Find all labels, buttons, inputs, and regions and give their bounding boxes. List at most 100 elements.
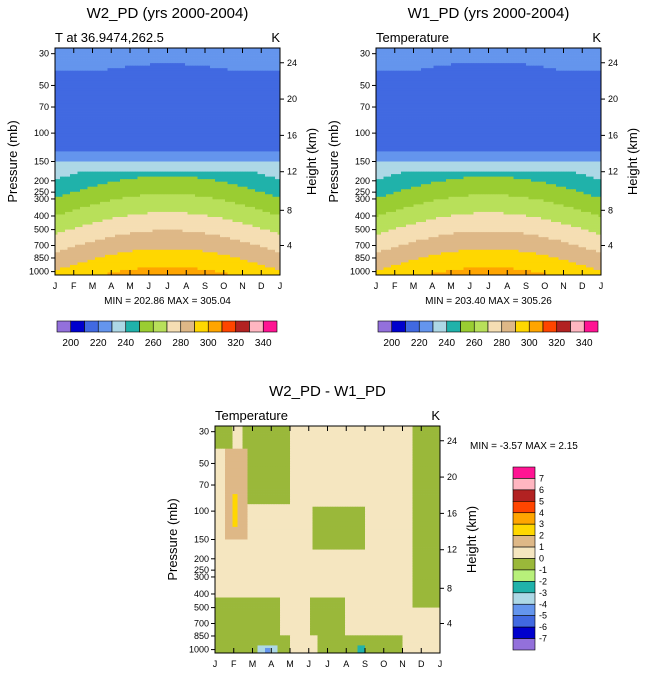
w2-field-cell (125, 51, 128, 54)
w2-field-cell (218, 78, 221, 81)
w2-field-cell (245, 162, 248, 165)
w2-field-cell (250, 88, 253, 91)
w2-field-cell (108, 172, 111, 175)
w2-field-cell (163, 129, 166, 132)
w2-field-cell (253, 71, 256, 74)
w2-field-cell (260, 174, 263, 177)
w2-field-cell (248, 83, 251, 86)
w2-field-cell (225, 81, 228, 84)
w2-field-cell (165, 187, 168, 190)
w2-field-cell (105, 81, 108, 84)
w2-field-cell (228, 114, 231, 117)
w2-field-cell (75, 109, 78, 112)
w2-field-cell (173, 83, 176, 86)
w2-field-cell (258, 162, 261, 165)
w2-field-cell (195, 119, 198, 122)
w2-field-cell (118, 141, 121, 144)
w2-field-cell (238, 116, 241, 119)
w2-field-cell (130, 169, 133, 172)
w2-field-cell (218, 81, 221, 84)
w2-field-cell (208, 91, 211, 94)
w2-field-cell (243, 101, 246, 104)
w2-field-cell (63, 134, 66, 137)
w2-field-cell (218, 139, 221, 142)
w2-field-cell (98, 109, 101, 112)
w2-field-cell (85, 169, 88, 172)
w2-field-cell (65, 162, 68, 165)
w2-field-cell (238, 136, 241, 139)
w2-field-cell (215, 93, 218, 96)
w2-field-cell (163, 73, 166, 76)
w2-field-cell (85, 159, 88, 162)
w2-field-cell (135, 124, 138, 127)
w2-field-cell (120, 109, 123, 112)
w2-field-cell (210, 51, 213, 54)
w2-field-cell (273, 134, 276, 137)
w2-field-cell (268, 106, 271, 109)
w2-field-cell (105, 114, 108, 117)
w2-field-cell (138, 174, 141, 177)
w2-field-cell (110, 101, 113, 104)
w2-field-cell (213, 162, 216, 165)
w2-field-cell (210, 154, 213, 157)
w2-field-cell (73, 56, 76, 59)
w2-field-cell (175, 68, 178, 71)
w2-field-cell (193, 93, 196, 96)
w2-field-cell (63, 51, 66, 54)
w2-field-cell (103, 76, 106, 79)
w2-field-cell (148, 101, 151, 104)
w2-field-cell (103, 141, 106, 144)
w2-field-cell (208, 156, 211, 159)
w2-field-cell (73, 159, 76, 162)
w2-field-cell (193, 172, 196, 175)
w2-field-cell (203, 68, 206, 71)
w2-field-cell (238, 156, 241, 159)
w2-field-cell (105, 63, 108, 66)
w2-field-cell (58, 98, 61, 101)
w2-field-cell (265, 111, 268, 114)
w2-field-cell (80, 172, 83, 175)
w2-field-cell (140, 179, 143, 182)
w2-field-cell (270, 141, 273, 144)
w2-field-cell (243, 83, 246, 86)
w2-field-cell (275, 53, 278, 56)
w2-field-cell (185, 151, 188, 154)
w2-field-cell (235, 179, 238, 182)
w2-field-cell (250, 73, 253, 76)
w2-field-cell (190, 119, 193, 122)
w2-field-cell (118, 101, 121, 104)
w2-field-cell (83, 81, 86, 84)
w2-field-cell (138, 98, 141, 101)
w2-field-cell (140, 124, 143, 127)
w2-field-cell (135, 139, 138, 142)
w2-field-cell (240, 156, 243, 159)
w2-field-cell (118, 76, 121, 79)
w2-field-cell (240, 164, 243, 167)
w2-field-cell (200, 151, 203, 154)
w2-field-cell (245, 116, 248, 119)
w2-field-cell (123, 51, 126, 54)
w2-field-cell (108, 149, 111, 152)
w2-field-cell (215, 66, 218, 69)
w2-field-cell (135, 159, 138, 162)
w2-field-cell (263, 116, 266, 119)
w2-field-cell (228, 131, 231, 134)
w2-field-cell (83, 73, 86, 76)
w2-field-cell (158, 182, 161, 185)
w2-field-cell (205, 81, 208, 84)
w2-field-cell (65, 63, 68, 66)
w2-field-cell (155, 151, 158, 154)
w2-field-cell (208, 96, 211, 99)
w2-field-cell (158, 114, 161, 117)
w2-field-cell (153, 73, 156, 76)
w2-field-cell (258, 56, 261, 59)
w2-field-cell (83, 114, 86, 117)
w2-field-cell (155, 111, 158, 114)
w2-field-cell (73, 86, 76, 89)
w2-field-cell (265, 58, 268, 61)
w2-field-cell (258, 111, 261, 114)
w2-field-cell (145, 91, 148, 94)
w2-field-cell (230, 149, 233, 152)
w2-field-cell (220, 144, 223, 147)
w2-field-cell (98, 114, 101, 117)
